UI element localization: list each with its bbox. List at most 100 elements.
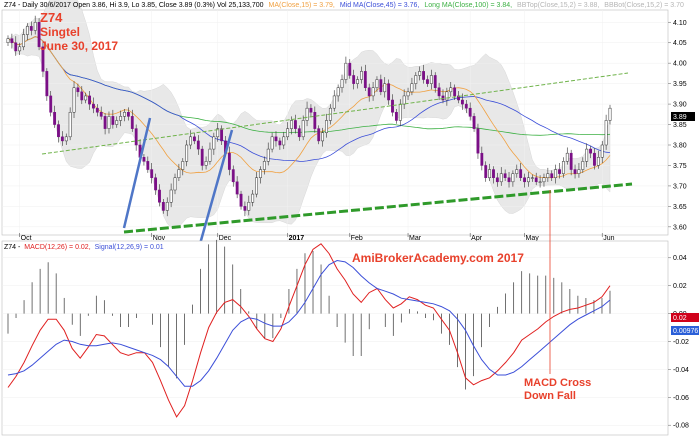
candle xyxy=(227,146,231,176)
company-annotation: Singtel xyxy=(40,25,80,39)
candle xyxy=(220,125,224,145)
candle xyxy=(18,42,22,55)
candle xyxy=(394,109,398,124)
candle xyxy=(216,122,220,142)
macd-axis: -0.08-0.06-0.04-0.020.000.020.04 xyxy=(668,255,689,430)
price-tick-label: 4.10 xyxy=(673,20,687,27)
candle xyxy=(154,173,158,195)
candle xyxy=(286,122,290,141)
candle xyxy=(309,104,313,118)
header-ma-mid: Mid MA(Close,45) = 3.76, xyxy=(340,2,420,9)
candle xyxy=(193,132,196,145)
candle xyxy=(239,190,243,210)
candle xyxy=(352,69,356,90)
candle xyxy=(165,197,169,217)
candle xyxy=(441,89,445,104)
candle xyxy=(406,87,410,100)
candle xyxy=(10,33,14,49)
candle xyxy=(158,184,161,207)
date-tick-label: Feb xyxy=(351,235,363,242)
candle xyxy=(111,109,115,129)
candle xyxy=(581,157,585,173)
candle xyxy=(107,111,111,134)
candle xyxy=(519,163,523,181)
candle xyxy=(142,154,146,166)
candle xyxy=(538,175,542,188)
candle xyxy=(189,130,192,150)
lower-trend-line xyxy=(123,182,633,234)
candle xyxy=(608,104,612,125)
macd-note-line-2: Down Fall xyxy=(524,390,576,402)
candle xyxy=(383,77,387,98)
candle xyxy=(262,156,266,175)
candle xyxy=(88,91,91,110)
candle xyxy=(530,174,534,182)
candle xyxy=(457,91,460,104)
date-tick-label: Jun xyxy=(603,235,614,242)
candle xyxy=(173,173,177,195)
candle xyxy=(99,106,103,120)
header-bbbot: BBBot(Close,15,2) = 3.70 xyxy=(604,2,684,9)
date-tick-label: May xyxy=(526,235,540,242)
macd-badge xyxy=(671,313,699,322)
candle xyxy=(499,167,503,186)
svg-text:Z74 - Daily 30/6/2017 Open 3.8: Z74 - Daily 30/6/2017 Open 3.86, Hi 3.9,… xyxy=(4,2,684,9)
candle xyxy=(596,150,600,169)
macd-grid xyxy=(2,257,668,426)
date-tick-label: Apr xyxy=(471,235,483,242)
candle xyxy=(332,90,336,112)
candle xyxy=(375,76,379,92)
candle xyxy=(484,161,488,182)
candle xyxy=(356,76,359,89)
candle xyxy=(57,120,60,143)
macd-histogram xyxy=(7,239,611,390)
candle xyxy=(235,176,239,199)
price-tick-label: 4.05 xyxy=(673,40,687,47)
candle xyxy=(251,190,255,207)
candle xyxy=(472,113,476,132)
candle xyxy=(177,163,181,181)
date-tick-label: Dec xyxy=(219,235,232,242)
candle xyxy=(301,115,305,141)
candle xyxy=(208,142,212,165)
candle xyxy=(76,83,80,97)
date-tick-label: Oct xyxy=(21,235,32,242)
candle xyxy=(573,164,577,179)
macd-note-line-1: MACD Cross xyxy=(524,377,591,389)
candle xyxy=(305,101,309,127)
candle xyxy=(371,82,375,101)
candle xyxy=(503,169,507,181)
date-tick-label: Nov xyxy=(153,235,166,242)
candle xyxy=(282,131,286,150)
macd-tick-label: -0.04 xyxy=(673,367,689,374)
candle xyxy=(14,36,18,56)
blue-trend-line-1 xyxy=(122,117,152,229)
candle xyxy=(402,89,406,109)
candle xyxy=(495,172,499,187)
candle xyxy=(80,86,84,105)
blue-trend-line-2 xyxy=(198,129,234,245)
candle xyxy=(45,68,49,101)
macd-panel: -0.08-0.06-0.04-0.020.000.020.04 Z74 - M… xyxy=(1,190,699,436)
candle xyxy=(604,114,608,150)
candle xyxy=(29,21,33,36)
candle xyxy=(115,116,119,128)
candle xyxy=(379,74,383,96)
candle xyxy=(585,143,589,168)
candle xyxy=(49,91,53,117)
candle xyxy=(464,100,468,114)
candle xyxy=(488,163,492,181)
price-tick-label: 3.70 xyxy=(673,183,687,190)
candle xyxy=(103,113,107,135)
candle xyxy=(95,104,99,117)
macd-header-macd: MACD(12,26) = 0.02, xyxy=(24,244,90,251)
candle xyxy=(554,164,558,184)
candle xyxy=(558,163,561,179)
macd-line xyxy=(7,243,611,418)
date-tick-label: 2017 xyxy=(289,235,305,242)
candle xyxy=(589,145,592,159)
candle xyxy=(468,102,472,121)
candle xyxy=(60,131,64,146)
candle xyxy=(274,131,278,147)
